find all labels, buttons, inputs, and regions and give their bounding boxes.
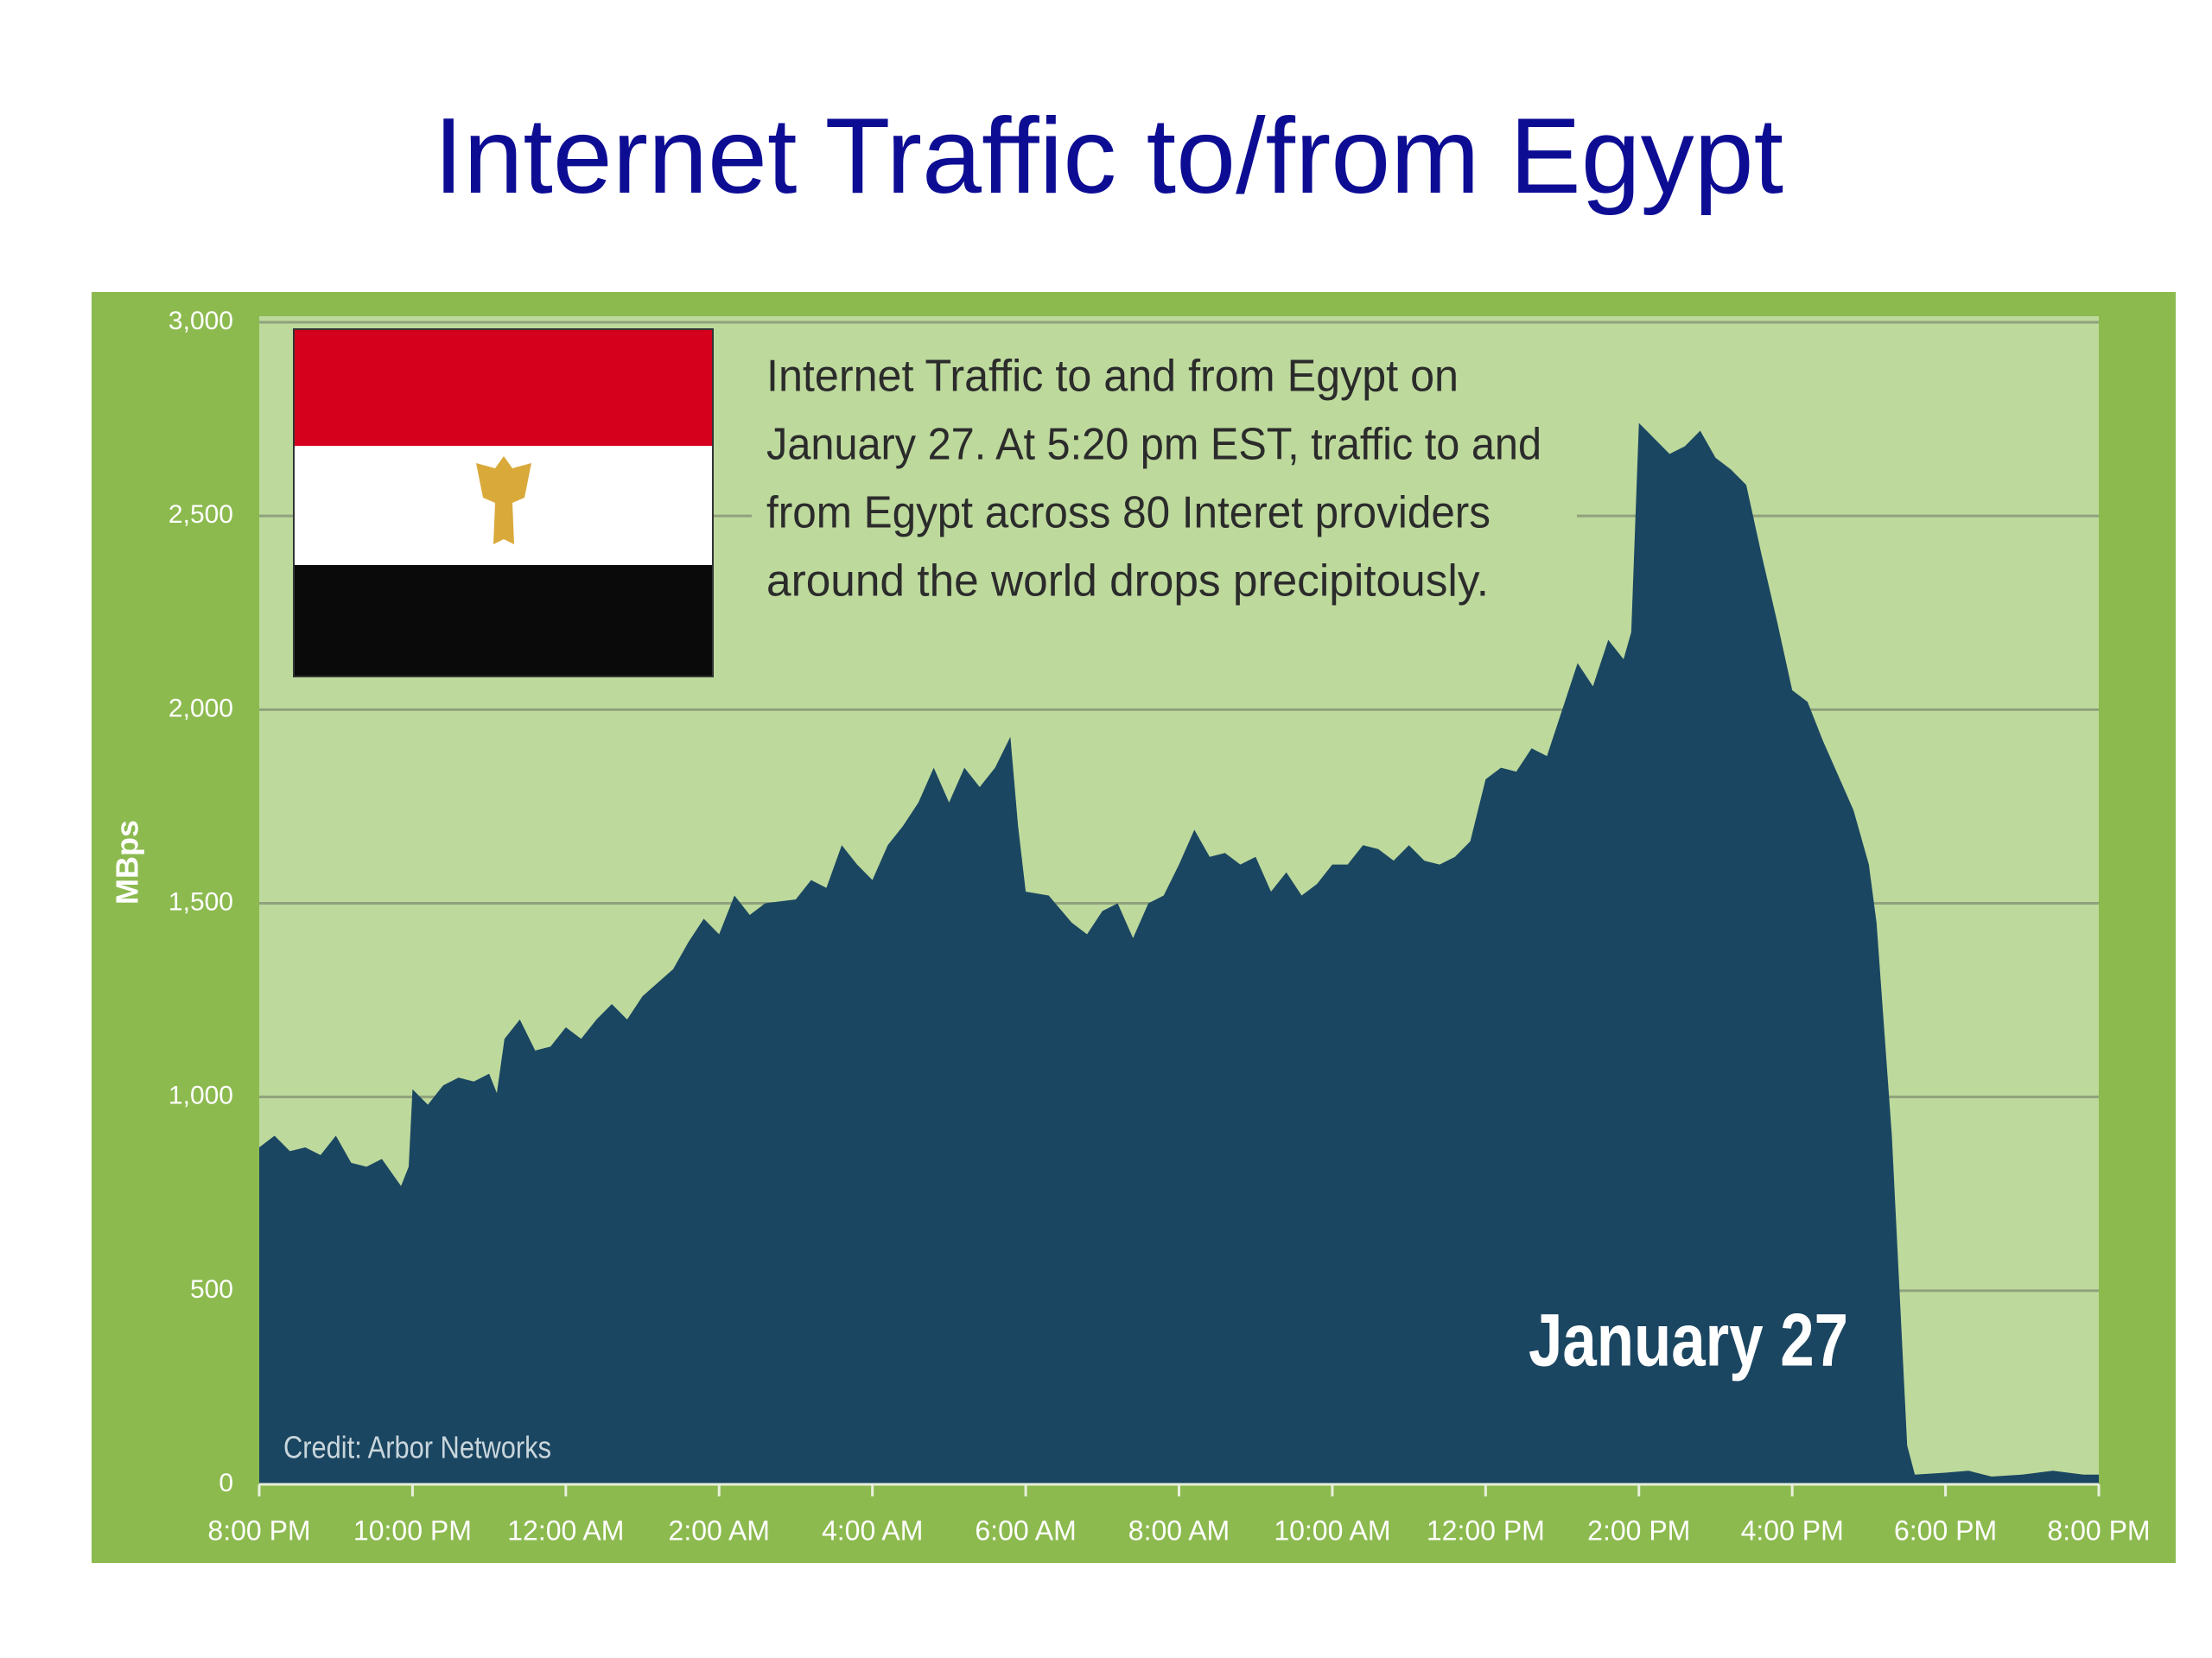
annotation-line: Internet Traffic to and from Egypt on xyxy=(766,352,1459,402)
x-tick-label: 2:00 AM xyxy=(669,1515,770,1546)
y-tick-label: 3,000 xyxy=(168,307,233,335)
flag-black xyxy=(294,565,713,677)
flag-border xyxy=(293,328,714,677)
x-tick-label: 12:00 AM xyxy=(507,1515,624,1546)
y-tick-label: 1,500 xyxy=(168,887,233,916)
traffic-area xyxy=(259,422,2099,1485)
y-tick-label: 1,000 xyxy=(168,1082,233,1110)
x-tick-label: 12:00 PM xyxy=(1427,1515,1545,1546)
annotation-line: around the world drops precipitously. xyxy=(766,556,1489,607)
x-tick-label: 8:00 AM xyxy=(1128,1515,1230,1546)
flag xyxy=(293,328,714,677)
x-tick-label: 10:00 AM xyxy=(1274,1515,1390,1546)
annotation: Internet Traffic to and from Egypt on Ja… xyxy=(766,352,1541,607)
y-tick-label: 2,500 xyxy=(168,500,233,529)
x-tick-label: 8:00 PM xyxy=(2047,1515,2150,1546)
y-tick-label: 2,000 xyxy=(168,694,233,722)
x-tick-label: 4:00 PM xyxy=(1741,1515,1844,1546)
x-tick-label: 2:00 PM xyxy=(1587,1515,1690,1546)
x-tick-label: 6:00 AM xyxy=(975,1515,1076,1546)
flag-eagle xyxy=(476,456,531,544)
annotation-line: January 27. At 5:20 pm EST, traffic to a… xyxy=(766,420,1541,470)
x-tick-label: 6:00 PM xyxy=(1894,1515,1997,1546)
date-label: January 27 xyxy=(1529,1299,1848,1382)
y-axis-label: MBps xyxy=(110,820,145,905)
axes: 0 500 1,000 1,500 2,000 2,500 3,000 8:00 PM 10:0… xyxy=(168,307,2151,1547)
y-tick-label: 500 xyxy=(190,1275,233,1304)
slide-title: Internet Traffic to/from Egypt xyxy=(434,97,1783,216)
x-tick-label: 4:00 AM xyxy=(822,1515,923,1546)
flag-red xyxy=(294,329,713,446)
annotation-background xyxy=(752,341,1577,616)
credit: Credit: Arbor Networks xyxy=(283,1430,551,1465)
x-tick-label: 8:00 PM xyxy=(207,1515,310,1546)
y-tick-label: 0 xyxy=(219,1469,233,1497)
annotation-line: from Egypt across 80 Interet providers xyxy=(766,488,1491,538)
marks xyxy=(259,422,2099,1485)
x-tick-label: 10:00 PM xyxy=(353,1515,472,1546)
